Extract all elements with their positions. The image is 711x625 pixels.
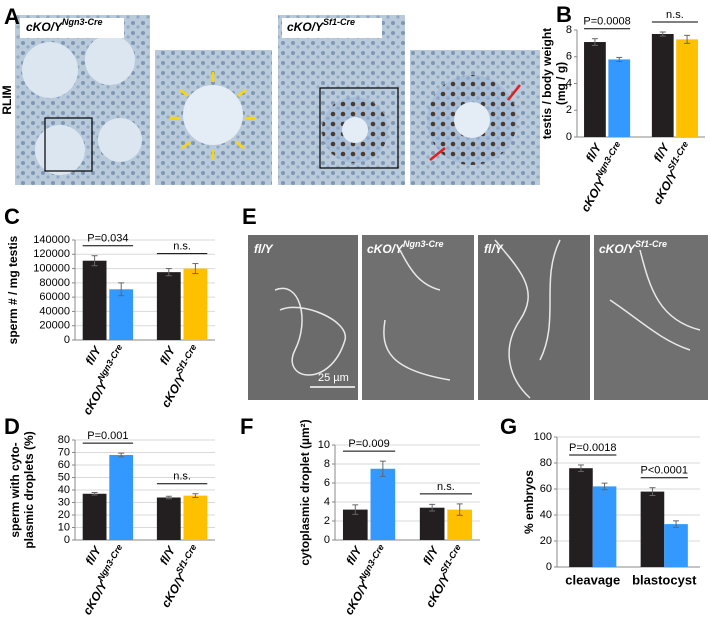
panel-a-images <box>15 15 540 185</box>
y-axis-label: sperm # / mg testis <box>6 235 20 344</box>
annotation: P=0.009 <box>348 438 389 450</box>
x-tick-label: fl/Y <box>343 543 365 567</box>
annotation: n.s. <box>173 240 191 252</box>
y-tick-label: 20 <box>58 509 70 521</box>
panel-letter: B <box>556 2 572 27</box>
y-tick-label: 0 <box>64 334 70 346</box>
y-tick-label: 80000 <box>39 277 70 289</box>
y-axis-label: sperm with cyto- <box>8 442 22 537</box>
bar <box>592 486 617 567</box>
annotation: n.s. <box>666 9 684 21</box>
bar <box>569 468 593 567</box>
y-tick-label: 20000 <box>39 320 70 332</box>
y-tick-label: 40 <box>58 484 70 496</box>
bar <box>109 455 134 540</box>
y-tick-label: 100 <box>534 431 552 443</box>
y-tick-label: 60 <box>540 483 552 495</box>
panel-e-images <box>248 235 708 400</box>
panel-e-label: cKO/YSf1-Cre <box>599 239 667 256</box>
y-tick-label: 30 <box>58 496 70 508</box>
bar <box>109 289 134 340</box>
y-tick-label: 40 <box>540 509 552 521</box>
y-tick-label: 140000 <box>33 234 70 246</box>
panel-letter: G <box>500 414 517 439</box>
panel-a-label: cKO/YNgn3-Cre <box>26 17 103 34</box>
y-tick-label: 0 <box>566 131 572 143</box>
y-tick-label: 0 <box>324 534 330 546</box>
y-tick-label: 120000 <box>33 248 70 260</box>
y-axis-label: testis / body weight <box>540 28 554 139</box>
y-tick-label: 80 <box>540 457 552 469</box>
y-tick-label: 40000 <box>39 305 70 317</box>
panel-a-label: cKO/YSf1-Cre <box>287 17 355 34</box>
x-tick-label: fl/Y <box>420 543 442 567</box>
panel-letter: D <box>4 414 20 439</box>
bar <box>676 39 698 137</box>
side-label: RLIM <box>0 85 14 114</box>
panel-e-label: fl/Y <box>254 242 274 256</box>
y-axis-label: % embryos <box>522 470 536 534</box>
y-tick-label: 50 <box>58 471 70 483</box>
panel-letter: F <box>240 414 253 439</box>
bar <box>156 272 181 340</box>
y-tick-label: 4 <box>324 496 330 508</box>
annotation: n.s. <box>173 471 191 483</box>
x-tick-label: fl/Y <box>157 343 179 367</box>
y-axis-label: (mg / g) <box>554 62 568 105</box>
x-tick-label: fl/Y <box>157 543 179 567</box>
bar <box>419 507 445 540</box>
annotation: P=0.034 <box>87 233 128 245</box>
panel-e-label: cKO/YNgn3-Cre <box>367 239 444 256</box>
y-tick-label: 70 <box>58 446 70 458</box>
bar <box>82 260 107 340</box>
y-axis-label: cytoplasmic droplet (µm²) <box>298 419 312 565</box>
y-tick-label: 0 <box>64 534 70 546</box>
y-tick-label: 0 <box>546 561 552 573</box>
y-tick-label: 8 <box>324 458 330 470</box>
y-tick-label: 100000 <box>33 262 70 274</box>
y-tick-label: 10 <box>58 521 70 533</box>
panel-letter: A <box>4 4 20 29</box>
y-tick-label: 60 <box>58 459 70 471</box>
panel-e-label: fl/Y <box>484 242 504 256</box>
y-tick-label: 4 <box>566 77 572 89</box>
bar <box>608 59 631 137</box>
bar <box>82 493 107 540</box>
scale-bar-label: 25 µm <box>318 372 349 384</box>
y-tick-label: 80 <box>58 434 70 446</box>
y-tick-label: 2 <box>324 515 330 527</box>
annotation: P=0.001 <box>87 430 128 442</box>
bar <box>183 495 208 540</box>
x-tick-label: fl/Y <box>82 543 104 567</box>
annotation: P<0.0001 <box>641 465 688 477</box>
annotation: n.s. <box>437 481 455 493</box>
bar <box>156 497 181 540</box>
bar <box>370 468 396 540</box>
y-tick-label: 8 <box>566 24 572 36</box>
bar <box>640 491 665 567</box>
y-axis-label: plasmic droplets (%) <box>22 431 36 548</box>
bar <box>584 42 606 137</box>
y-tick-label: 2 <box>566 104 572 116</box>
bar <box>183 268 208 340</box>
y-tick-label: 10 <box>318 439 330 451</box>
y-tick-label: 60000 <box>39 291 70 303</box>
y-tick-label: 6 <box>324 477 330 489</box>
x-tick-label: cleavage <box>565 572 620 587</box>
annotation: P=0.0018 <box>569 442 616 454</box>
x-tick-label: fl/Y <box>82 343 104 367</box>
panel-letter: C <box>4 204 20 229</box>
bar <box>651 34 674 138</box>
y-tick-label: 20 <box>540 535 552 547</box>
annotation: P=0.0008 <box>583 16 630 28</box>
x-tick-label: blastocyst <box>632 572 697 587</box>
panel-letter: E <box>242 204 257 229</box>
y-tick-label: 6 <box>566 51 572 63</box>
bar <box>664 524 688 567</box>
